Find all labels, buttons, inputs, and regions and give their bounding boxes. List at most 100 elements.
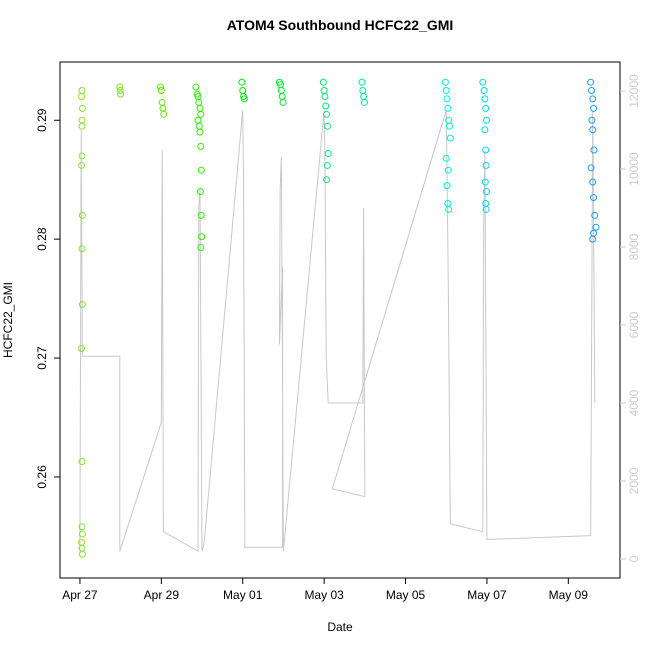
y2-tick-label: 10000 <box>627 152 641 186</box>
data-point <box>195 98 203 106</box>
data-point <box>589 235 597 243</box>
data-point <box>78 211 86 219</box>
data-point <box>323 122 331 130</box>
data-point <box>587 78 595 86</box>
data-point <box>319 78 327 86</box>
x-tick-label: May 07 <box>467 588 507 602</box>
data-point <box>360 98 368 106</box>
data-point <box>78 301 86 309</box>
data-point <box>192 83 200 91</box>
data-point <box>589 126 597 134</box>
data-point <box>323 176 331 184</box>
data-point <box>78 457 86 465</box>
data-point <box>320 87 328 95</box>
data-point <box>78 530 86 538</box>
data-point <box>78 122 86 130</box>
data-point <box>359 87 367 95</box>
data-point <box>278 92 286 100</box>
data-point <box>197 166 205 174</box>
data-point <box>589 178 597 186</box>
data-point <box>481 95 489 103</box>
y-axis-label: HCFC22_GMI <box>1 282 15 358</box>
data-point <box>78 245 86 253</box>
data-point <box>196 128 204 136</box>
y2-tick-label: 12000 <box>627 74 641 108</box>
data-point <box>238 78 246 86</box>
data-point <box>360 92 368 100</box>
data-point <box>443 95 451 103</box>
data-point <box>158 98 166 106</box>
data-point <box>116 83 124 91</box>
data-point <box>481 178 489 186</box>
y2-tick-label: 2000 <box>627 467 641 494</box>
data-point <box>239 87 247 95</box>
data-point <box>481 126 489 134</box>
data-point <box>195 122 203 130</box>
x-tick-label: May 09 <box>549 588 589 602</box>
data-point <box>323 110 331 118</box>
data-point <box>197 243 205 251</box>
data-point <box>78 345 86 353</box>
data-point <box>324 150 332 158</box>
data-point <box>240 95 248 103</box>
data-point <box>589 95 597 103</box>
data-point <box>279 98 287 106</box>
data-point <box>590 146 598 154</box>
data-point <box>444 104 452 112</box>
x-axis-label: Date <box>327 620 353 634</box>
data-point <box>446 134 454 142</box>
data-point <box>322 102 330 110</box>
data-point <box>483 116 491 124</box>
data-point <box>323 161 331 169</box>
data-point <box>116 87 124 95</box>
altitude-line <box>79 110 596 553</box>
data-point <box>441 78 449 86</box>
data-point <box>590 194 598 202</box>
x-tick-label: May 01 <box>223 588 263 602</box>
x-tick-label: Apr 29 <box>144 588 180 602</box>
x-tick-label: Apr 27 <box>62 588 98 602</box>
y2-tick-label: 4000 <box>627 389 641 416</box>
data-point <box>588 87 596 95</box>
data-point <box>78 550 86 558</box>
data-point <box>194 116 202 124</box>
y-tick-label: 0.29 <box>35 108 49 132</box>
data-point <box>321 92 329 100</box>
data-point <box>78 92 86 100</box>
data-point <box>442 87 450 95</box>
data-point <box>358 78 366 86</box>
data-point <box>157 87 165 95</box>
data-point <box>592 223 600 231</box>
data-point <box>198 233 206 241</box>
data-point <box>160 110 168 118</box>
data-point <box>590 104 598 112</box>
data-point <box>482 205 490 213</box>
data-point <box>78 523 86 531</box>
data-point <box>445 122 453 130</box>
data-point <box>197 211 205 219</box>
y-tick-label: 0.26 <box>35 465 49 489</box>
data-point <box>197 142 205 150</box>
data-point <box>443 182 451 190</box>
data-point <box>482 161 490 169</box>
data-point <box>78 161 86 169</box>
y-tick-label: 0.27 <box>35 346 49 370</box>
data-point <box>196 188 204 196</box>
data-point <box>588 116 596 124</box>
data-point <box>78 104 86 112</box>
plot-box <box>59 61 621 579</box>
data-point <box>479 78 487 86</box>
data-point <box>482 146 490 154</box>
data-point <box>159 104 167 112</box>
data-point <box>587 164 595 172</box>
y2-tick-label: 0 <box>627 555 641 562</box>
data-point <box>197 110 205 118</box>
data-point <box>78 87 86 95</box>
data-point <box>591 211 599 219</box>
data-point <box>444 166 452 174</box>
data-point <box>196 104 204 112</box>
data-point <box>483 188 491 196</box>
y-tick-label: 0.28 <box>35 227 49 251</box>
data-point <box>78 152 86 160</box>
